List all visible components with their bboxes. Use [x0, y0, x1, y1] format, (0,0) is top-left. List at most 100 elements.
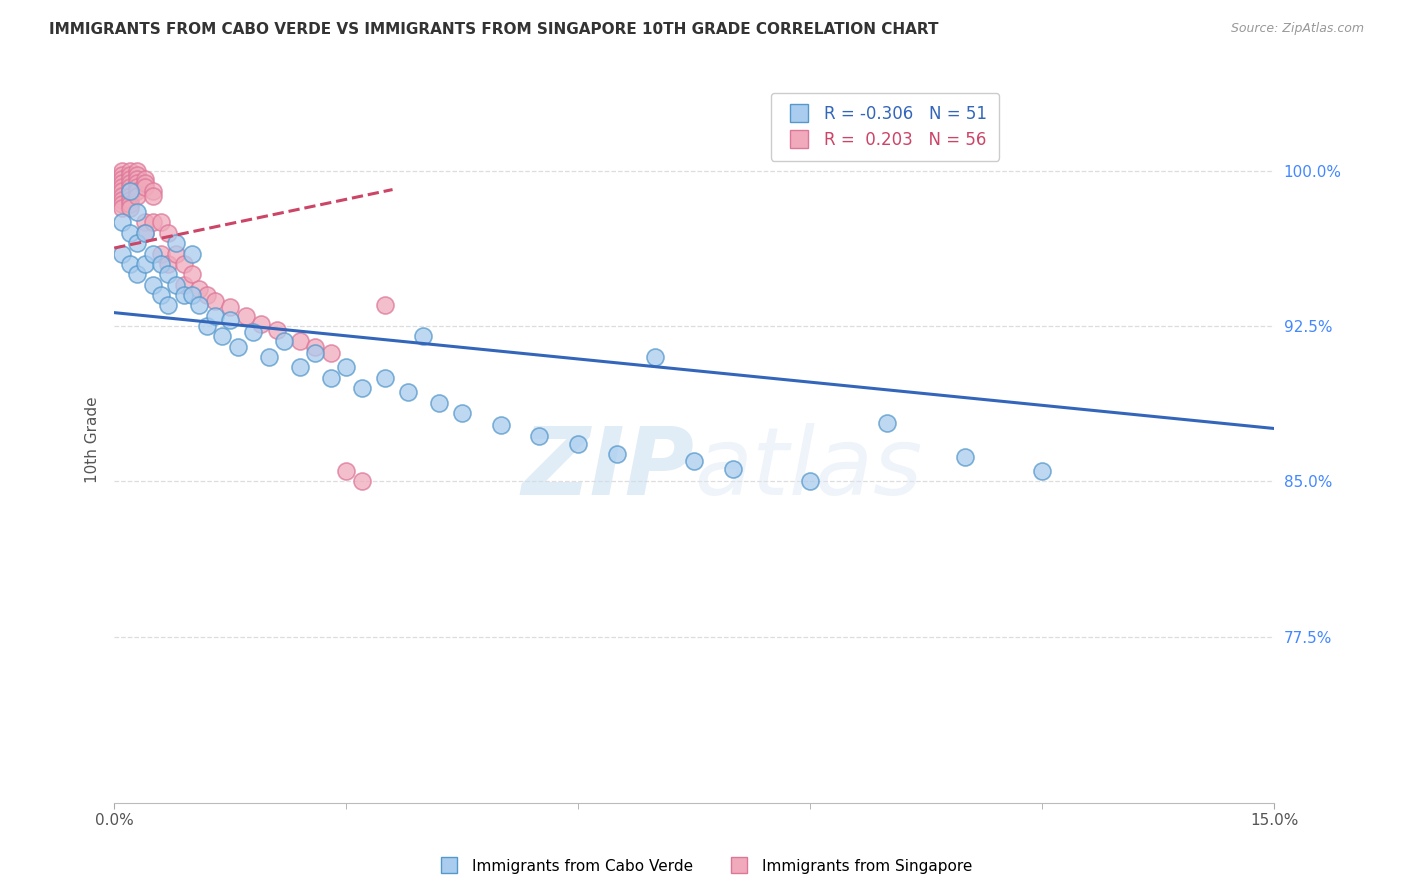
Point	[118, 163, 141, 178]
Point	[451, 406, 474, 420]
Point	[142, 277, 165, 292]
Point	[412, 329, 434, 343]
Point	[134, 226, 156, 240]
Point	[319, 371, 342, 385]
Point	[188, 298, 211, 312]
Point	[173, 277, 195, 292]
Point	[111, 180, 134, 194]
Text: Source: ZipAtlas.com: Source: ZipAtlas.com	[1230, 22, 1364, 36]
Point	[173, 288, 195, 302]
Point	[118, 180, 141, 194]
Point	[374, 371, 396, 385]
Point	[118, 193, 141, 207]
Point	[149, 246, 172, 260]
Point	[180, 267, 202, 281]
Point	[427, 395, 450, 409]
Point	[134, 215, 156, 229]
Point	[1031, 464, 1053, 478]
Point	[273, 334, 295, 348]
Point	[134, 176, 156, 190]
Point	[111, 176, 134, 190]
Point	[304, 346, 326, 360]
Point	[118, 185, 141, 199]
Point	[489, 418, 512, 433]
Point	[118, 196, 141, 211]
Point	[721, 462, 744, 476]
Point	[180, 246, 202, 260]
Text: ZIP: ZIP	[522, 423, 695, 515]
Point	[288, 334, 311, 348]
Point	[134, 226, 156, 240]
Point	[235, 309, 257, 323]
Text: atlas: atlas	[695, 424, 922, 515]
Point	[111, 185, 134, 199]
Y-axis label: 10th Grade: 10th Grade	[86, 397, 100, 483]
Point	[157, 267, 180, 281]
Point	[335, 464, 357, 478]
Point	[204, 294, 226, 309]
Point	[304, 340, 326, 354]
Point	[876, 417, 898, 431]
Point	[127, 163, 149, 178]
Point	[142, 215, 165, 229]
Point	[127, 168, 149, 182]
Point	[118, 188, 141, 202]
Point	[173, 257, 195, 271]
Point	[111, 215, 134, 229]
Point	[157, 298, 180, 312]
Point	[799, 475, 821, 489]
Point	[134, 172, 156, 186]
Point	[257, 350, 280, 364]
Point	[219, 313, 242, 327]
Point	[567, 437, 589, 451]
Point	[953, 450, 976, 464]
Point	[134, 180, 156, 194]
Point	[157, 257, 180, 271]
Point	[111, 196, 134, 211]
Point	[195, 288, 218, 302]
Point	[111, 172, 134, 186]
Point	[149, 257, 172, 271]
Point	[118, 176, 141, 190]
Point	[165, 236, 187, 251]
Point	[118, 226, 141, 240]
Point	[118, 201, 141, 215]
Point	[142, 185, 165, 199]
Point	[149, 215, 172, 229]
Point	[195, 319, 218, 334]
Point	[606, 448, 628, 462]
Point	[111, 193, 134, 207]
Point	[350, 381, 373, 395]
Point	[127, 236, 149, 251]
Legend: R = -0.306   N = 51, R =  0.203   N = 56: R = -0.306 N = 51, R = 0.203 N = 56	[770, 93, 998, 161]
Point	[157, 226, 180, 240]
Point	[134, 257, 156, 271]
Point	[111, 163, 134, 178]
Point	[219, 301, 242, 315]
Point	[149, 288, 172, 302]
Point	[683, 453, 706, 467]
Point	[127, 180, 149, 194]
Point	[242, 325, 264, 339]
Point	[204, 309, 226, 323]
Point	[127, 172, 149, 186]
Point	[118, 185, 141, 199]
Point	[142, 246, 165, 260]
Point	[188, 282, 211, 296]
Point	[165, 277, 187, 292]
Point	[374, 298, 396, 312]
Text: IMMIGRANTS FROM CABO VERDE VS IMMIGRANTS FROM SINGAPORE 10TH GRADE CORRELATION C: IMMIGRANTS FROM CABO VERDE VS IMMIGRANTS…	[49, 22, 939, 37]
Point	[127, 188, 149, 202]
Point	[335, 360, 357, 375]
Point	[226, 340, 249, 354]
Point	[127, 267, 149, 281]
Point	[396, 385, 419, 400]
Point	[180, 288, 202, 302]
Point	[111, 201, 134, 215]
Point	[350, 475, 373, 489]
Point	[118, 257, 141, 271]
Point	[250, 317, 273, 331]
Point	[111, 246, 134, 260]
Point	[529, 429, 551, 443]
Point	[142, 188, 165, 202]
